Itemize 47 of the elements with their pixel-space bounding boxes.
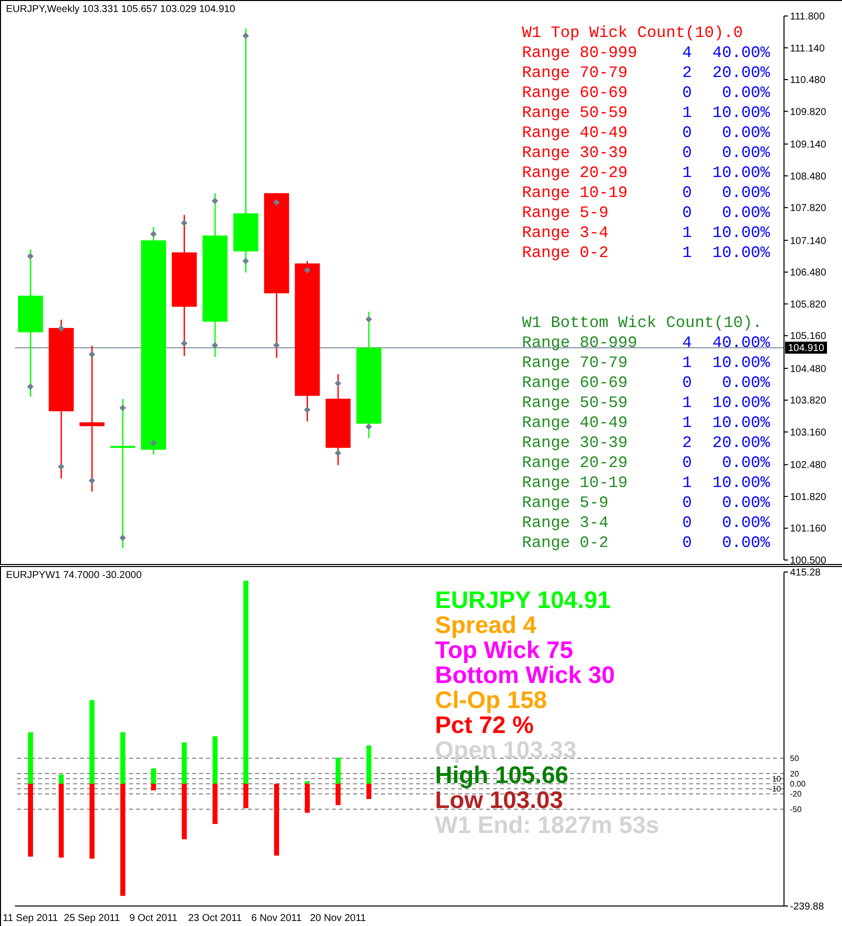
x-tick-label: 11 Sep 2011: [2, 913, 58, 924]
annotation: Pct 72 %: [435, 712, 534, 739]
bar: [274, 784, 280, 856]
bar: [336, 758, 341, 784]
y-tick-label: -239.88: [790, 902, 824, 912]
bar: [304, 781, 310, 784]
bar: [151, 784, 156, 790]
ref-line-label: 20: [790, 769, 800, 778]
x-tick-label: 6 Nov 2011: [251, 913, 302, 924]
y-tick-label: 415.28: [790, 568, 822, 578]
ref-line-label: -10: [769, 784, 782, 794]
bar: [182, 742, 187, 784]
x-tick-label: 9 Oct 2011: [129, 913, 178, 924]
annotation: Spread 4: [435, 612, 536, 639]
bar: [58, 784, 64, 858]
bar: [90, 700, 95, 784]
ref-line-label: -50: [790, 805, 802, 814]
bar: [58, 774, 64, 784]
bar: [120, 732, 126, 784]
bar: [366, 784, 372, 800]
bar: [28, 784, 33, 857]
annotation: Top Wick 75: [435, 637, 574, 664]
bar: [243, 580, 248, 784]
bar: [212, 784, 218, 824]
annotation: EURJPY 104.91: [435, 587, 611, 614]
ref-line-label: 50: [790, 754, 800, 764]
bar: [90, 784, 95, 859]
x-tick-label: 23 Oct 2011: [188, 913, 242, 924]
bar: [304, 784, 310, 813]
bar: [28, 732, 33, 784]
annotation: Low 103.03: [435, 787, 564, 814]
annotation: Bottom Wick 30: [435, 662, 615, 689]
ref-line-label: 10: [772, 774, 782, 784]
x-tick-label: 20 Nov 2011: [310, 913, 366, 924]
ref-line-label: 0.00: [790, 780, 806, 789]
annotation: High 105.66: [435, 762, 568, 789]
x-tick-label: 25 Sep 2011: [64, 913, 120, 924]
bar: [336, 784, 341, 806]
annotation: Cl-Op 158: [435, 687, 548, 714]
bar: [212, 736, 218, 784]
bar: [182, 784, 187, 840]
chart-title: EURJPYW1 74.7000 -30.2000: [6, 570, 142, 582]
bar: [366, 745, 372, 784]
bar: [120, 784, 126, 896]
bar: [243, 784, 248, 808]
bar: [151, 768, 156, 784]
ref-line-label: -20: [790, 790, 802, 799]
